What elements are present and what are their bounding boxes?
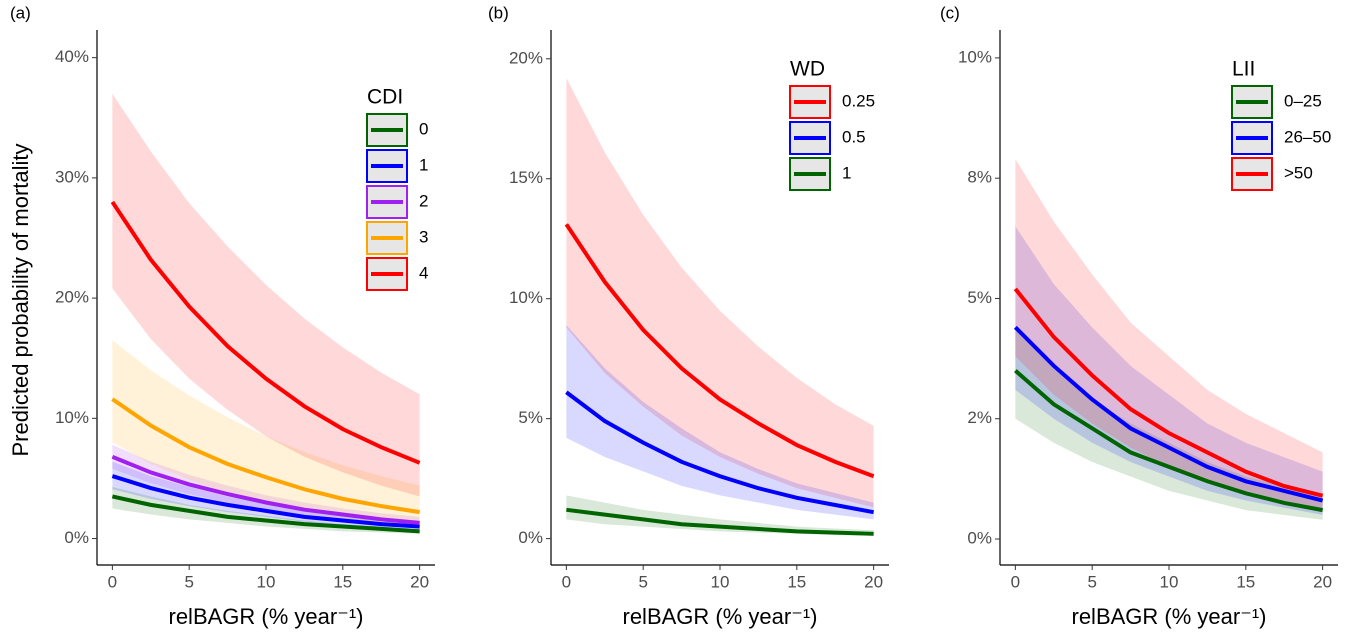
y-tick-label: 30% [55, 167, 89, 186]
y-tick-label: 15% [509, 168, 543, 187]
y-tick-label: 10% [509, 288, 543, 307]
legend-title: WD [790, 58, 825, 81]
legend-title: CDI [367, 86, 403, 109]
confidence-band [566, 325, 874, 520]
panel-label: (a) [10, 3, 31, 22]
y-tick-label: 0% [967, 529, 992, 548]
legend-label: 4 [419, 263, 428, 282]
line [1014, 369, 1324, 513]
x-tick-label: 20 [410, 572, 429, 591]
panel-label: (c) [940, 3, 960, 22]
x-tick-label: 15 [333, 572, 352, 591]
x-tick-label: 15 [1236, 572, 1255, 591]
legend-label: 3 [419, 227, 428, 246]
x-tick-label: 0 [562, 572, 571, 591]
line [110, 200, 421, 465]
confidence-band [1015, 226, 1323, 515]
y-axis-title: Predicted probability of mortality [8, 143, 33, 456]
line [111, 474, 420, 529]
confidence-band [566, 495, 874, 536]
legend-label: 0.5 [842, 127, 866, 146]
x-tick-label: 15 [787, 572, 806, 591]
legend-label: 26–50 [1284, 127, 1331, 146]
confidence-band [1015, 158, 1323, 511]
x-tick-label: 10 [257, 572, 276, 591]
y-tick-label: 5% [967, 288, 992, 307]
y-tick-label: 20% [509, 48, 543, 67]
legend-label: 1 [842, 163, 851, 182]
y-tick-label: 40% [55, 47, 89, 66]
confidence-band [566, 77, 874, 508]
line [566, 507, 874, 536]
y-tick-label: 10% [958, 47, 992, 66]
legend-label: 0.25 [842, 91, 875, 110]
x-tick-label: 5 [184, 572, 193, 591]
y-tick-label: 10% [55, 408, 89, 427]
y-tick-label: 8% [967, 168, 992, 187]
x-axis-title: relBAGR (% year⁻¹) [623, 604, 818, 629]
x-tick-label: 20 [864, 572, 883, 591]
y-tick-label: 20% [55, 288, 89, 307]
x-tick-label: 20 [1313, 572, 1332, 591]
confidence-band [1015, 327, 1323, 520]
y-tick-label: 0% [518, 528, 543, 547]
y-tick-label: 5% [518, 408, 543, 427]
line [111, 454, 420, 525]
line [111, 397, 420, 515]
legend-label: >50 [1284, 163, 1313, 182]
x-tick-label: 0 [1011, 572, 1020, 591]
legend-label: 0 [419, 119, 428, 138]
confidence-band [112, 340, 420, 526]
line [564, 223, 875, 479]
y-tick-label: 2% [967, 408, 992, 427]
line [111, 494, 420, 534]
x-axis-title: relBAGR (% year⁻¹) [1072, 604, 1267, 629]
panel-label: (b) [488, 3, 509, 22]
line [1013, 287, 1324, 498]
x-tick-label: 0 [108, 572, 117, 591]
legend-label: 1 [419, 155, 428, 174]
line [1013, 325, 1324, 503]
x-tick-label: 5 [638, 572, 647, 591]
y-tick-label: 0% [64, 528, 89, 547]
legend-label: 0–25 [1284, 91, 1322, 110]
legend-label: 2 [419, 191, 428, 210]
x-tick-label: 10 [1160, 572, 1179, 591]
x-tick-label: 5 [1087, 572, 1096, 591]
x-tick-label: 10 [711, 572, 730, 591]
confidence-band [112, 93, 420, 497]
line [565, 390, 875, 515]
legend-title: LII [1232, 58, 1255, 81]
x-axis-title: relBAGR (% year⁻¹) [169, 604, 364, 629]
